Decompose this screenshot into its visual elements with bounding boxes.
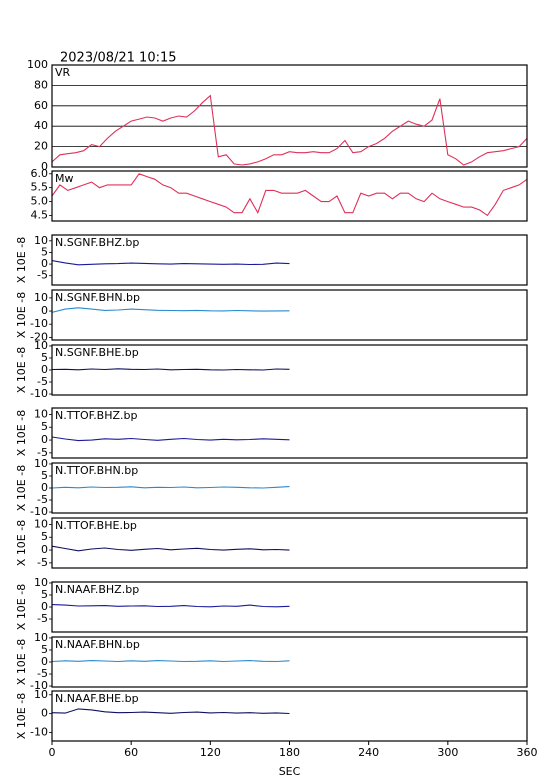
panel-frame [51,636,528,688]
y-tick-label: 5 [41,245,48,258]
y-tick-label: 6.0 [31,167,49,180]
panel-frame [51,289,528,341]
chart-title: 2023/08/21 10:15 [60,51,177,66]
y-tick-label: -10 [30,679,48,692]
panel-frame [51,462,528,514]
series-line [51,660,290,663]
y-tick-label: 10 [34,407,48,420]
y-axis-label: X 10E -8 [15,292,28,338]
panel-label: N.NAAF.BHE.bp [55,692,139,705]
y-axis-label: X 10E -8 [15,237,28,283]
x-tick-label: 360 [517,746,538,759]
y-tick-label: 5.5 [31,181,49,194]
series-line [51,94,528,166]
y-axis-label: X 10E -8 [15,465,28,511]
y-tick-label: 0 [41,160,48,173]
y-tick-label: 100 [27,58,48,71]
y-tick-label: 0 [41,707,48,720]
y-tick-label: 10 [34,517,48,530]
y-tick-label: -5 [37,667,48,680]
series-line [51,173,528,217]
y-tick-label: 5 [41,643,48,656]
y-axis-label: X 10E -8 [15,347,28,393]
panel-label: N.NAAF.BHZ.bp [55,583,139,596]
y-tick-label: 5 [41,469,48,482]
y-tick-label: 5.0 [31,195,49,208]
y-tick-label: 0 [41,600,48,613]
y-tick-label: 10 [34,457,48,470]
series-line [51,486,290,489]
y-tick-label: 4.5 [31,208,49,221]
y-tick-label: 0 [41,433,48,446]
y-tick-label: -5 [37,612,48,625]
x-tick-label: 300 [437,746,458,759]
y-tick-label: 0 [41,655,48,668]
y-tick-label: -20 [30,330,48,343]
series-line [51,368,290,371]
panel-label: VR [55,66,71,79]
y-tick-label: 5 [41,351,48,364]
series-line [51,545,290,552]
panel-frame [51,234,528,286]
panel-label: N.SGNF.BHN.bp [55,291,140,304]
panel-frame [51,64,528,168]
y-tick-label: 0 [41,363,48,376]
y-tick-label: 10 [34,631,48,644]
y-axis-label: X 10E -8 [15,639,28,685]
y-tick-label: 0 [41,481,48,494]
y-axis-label: X 10E -8 [15,693,28,739]
y-tick-label: -5 [37,493,48,506]
panel-label: N.SGNF.BHE.bp [55,346,139,359]
y-tick-label: 0 [41,257,48,270]
y-tick-label: 20 [34,140,48,153]
y-tick-label: 10 [34,576,48,589]
y-tick-label: 10 [34,291,48,304]
y-axis-label: X 10E -8 [15,520,28,566]
y-tick-label: -5 [37,446,48,459]
y-tick-label: 80 [34,78,48,91]
panel-frame [51,517,528,569]
y-tick-label: -5 [37,375,48,388]
x-tick-label: 120 [200,746,221,759]
panel-frame [51,581,528,633]
y-tick-label: 0 [41,304,48,317]
series-line [51,708,290,715]
y-tick-label: -10 [30,317,48,330]
series-line [51,604,290,608]
panel-label: N.SGNF.BHZ.bp [55,236,139,249]
y-tick-label: -10 [30,726,48,739]
x-tick-label: 180 [279,746,300,759]
series-line [51,436,290,442]
panel-frame [51,344,528,396]
x-tick-label: 240 [358,746,379,759]
y-tick-label: -5 [37,556,48,569]
series-line [51,260,290,266]
panel-frame [51,170,528,222]
panel-label: Mw [55,172,74,185]
y-tick-label: 0 [41,543,48,556]
panel-label: N.TTOF.BHN.bp [55,464,138,477]
x-tick-label: 0 [49,746,56,759]
panel-label: N.NAAF.BHN.bp [55,638,140,651]
y-axis-label: X 10E -8 [15,584,28,630]
y-tick-label: -10 [30,505,48,518]
y-tick-label: 40 [34,119,48,132]
y-tick-label: 10 [34,688,48,701]
x-axis-label: SEC [279,765,301,778]
y-tick-label: 5 [41,420,48,433]
series-line [51,307,290,313]
y-tick-label: 60 [34,99,48,112]
y-tick-label: -10 [30,387,48,400]
y-tick-label: -5 [37,269,48,282]
y-tick-label: 10 [34,339,48,352]
y-tick-label: 5 [41,588,48,601]
y-tick-label: 10 [34,234,48,247]
y-axis-label: X 10E -8 [15,410,28,456]
panel-label: N.TTOF.BHZ.bp [55,409,138,422]
x-tick-label: 60 [124,746,138,759]
panel-label: N.TTOF.BHE.bp [55,519,137,532]
y-tick-label: 5 [41,530,48,543]
panel-frame [51,407,528,459]
